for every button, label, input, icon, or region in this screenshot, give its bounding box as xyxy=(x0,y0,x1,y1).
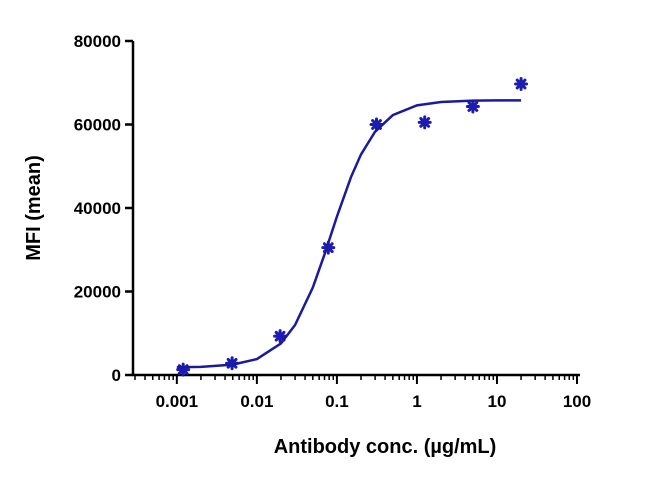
y-axis-label: MFI (mean) xyxy=(23,155,45,261)
data-point xyxy=(514,77,529,92)
data-point xyxy=(273,329,288,344)
y-tick-label: 20000 xyxy=(74,283,121,302)
x-tick-label: 0.01 xyxy=(240,392,273,411)
data-point xyxy=(225,356,240,371)
data-point xyxy=(417,115,432,130)
x-tick-label: 0.1 xyxy=(325,392,349,411)
x-tick-label: 100 xyxy=(563,392,591,411)
x-tick-label: 10 xyxy=(488,392,507,411)
data-point xyxy=(321,240,336,255)
data-point xyxy=(176,362,191,377)
y-tick-label: 60000 xyxy=(74,116,121,135)
y-tick-label: 80000 xyxy=(74,32,121,51)
y-tick-label: 40000 xyxy=(74,199,121,218)
x-axis-label: Antibody conc. (µg/mL) xyxy=(274,436,497,458)
y-tick-label: 0 xyxy=(112,366,121,385)
x-tick-label: 0.001 xyxy=(156,392,199,411)
x-tick-label: 1 xyxy=(412,392,421,411)
data-point xyxy=(369,117,384,132)
data-point xyxy=(465,99,480,114)
fit-curve xyxy=(176,99,522,369)
